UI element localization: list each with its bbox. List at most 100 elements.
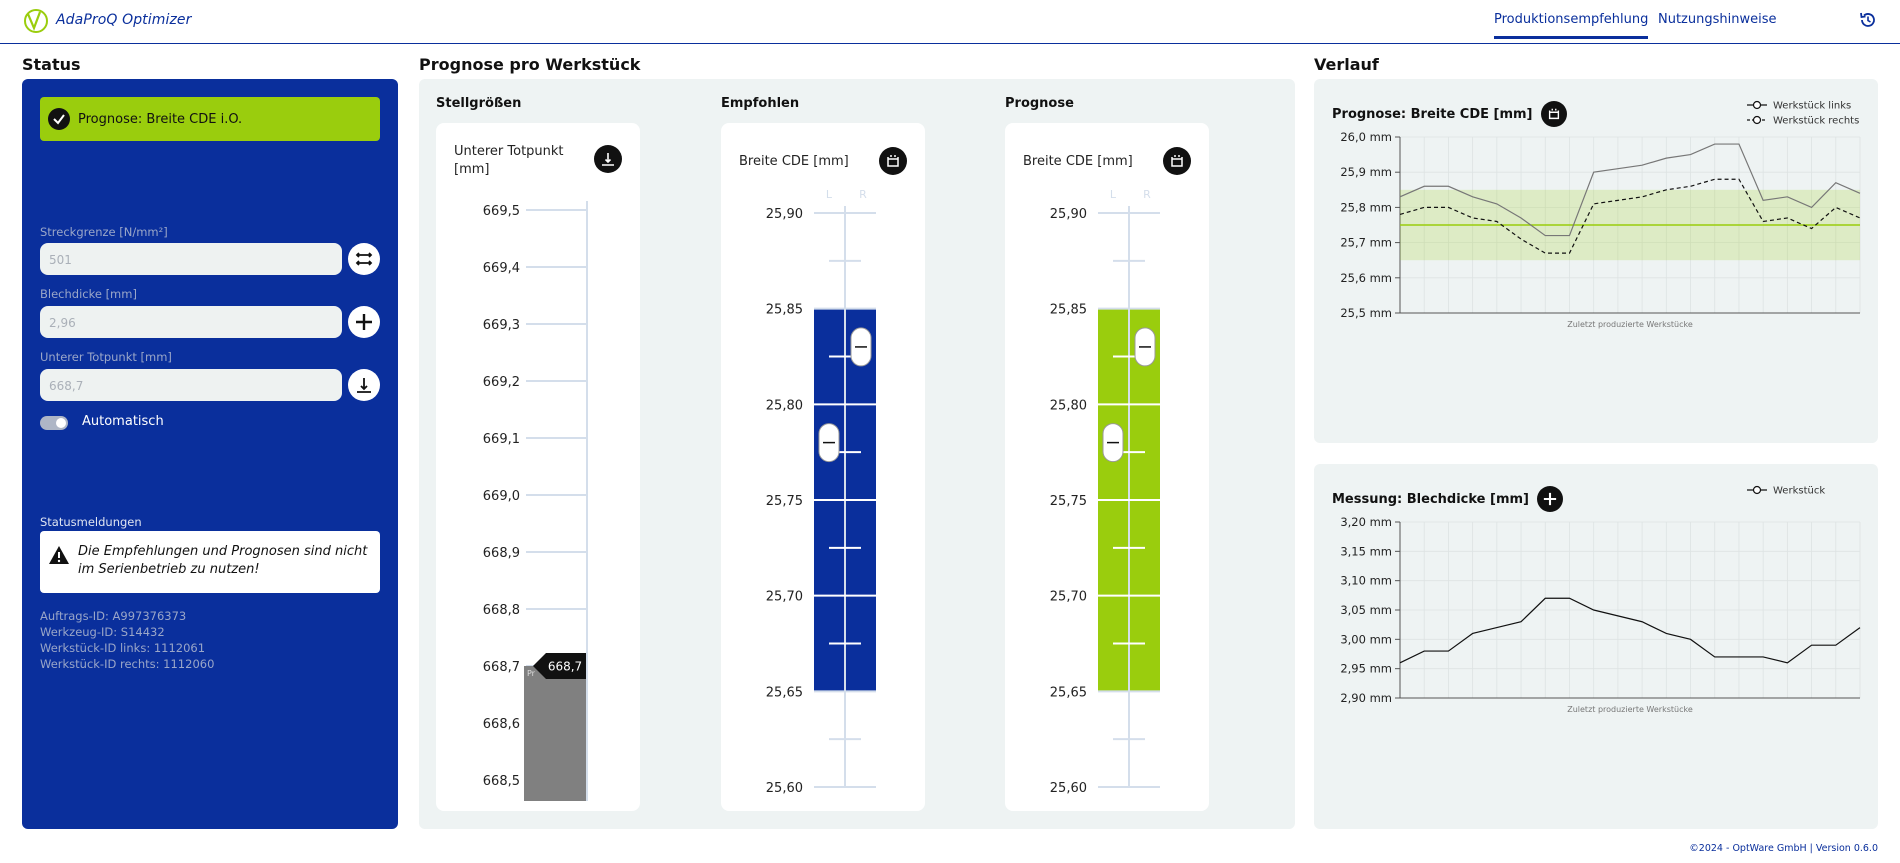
streckgrenze-field[interactable]: 501 (40, 243, 342, 275)
legend-label: Werkstück rechts (1773, 116, 1859, 127)
gauge-tick-label: 25,70 (766, 590, 803, 605)
totpunkt-value-label: 668,7 (548, 660, 582, 674)
verlauf-title: Verlauf (1314, 55, 1379, 74)
prognose-col-title: Prognose (1005, 96, 1074, 111)
totpunkt-button[interactable] (348, 369, 380, 401)
gauge-tick-label: 668,9 (483, 546, 520, 561)
automatisch-label: Automatisch (82, 414, 164, 429)
y-tick-label: 3,10 mm (1340, 574, 1392, 588)
prognose-gauge: L R 25,90 25,85 25,80 25,75 25,70 25,65 25,60 (1050, 188, 1160, 796)
totpunkt-gauge: 669,5 669,4 669,3 669,2 669,1 669,0 668,9 668,8… (483, 201, 588, 801)
breite-cde-icon[interactable] (1540, 101, 1567, 127)
status-ok-text: Prognose: Breite CDE i.O. (78, 111, 243, 127)
y-tick-label: 25,5 mm (1340, 306, 1392, 320)
y-tick-label: 25,8 mm (1340, 200, 1392, 214)
y-tick-label: 2,95 mm (1340, 662, 1392, 676)
bottom-dead-center-icon[interactable] (594, 145, 622, 173)
status-title: Status (22, 55, 81, 74)
werkzeug-id: Werkzeug-ID: S14432 (40, 625, 165, 639)
series-line (1399, 143, 1861, 237)
statusmeldungen-label: Statusmeldungen (40, 515, 142, 529)
gauge-tick-label: 25,70 (1050, 590, 1087, 605)
app-logo[interactable]: AdaProQ Optimizer (22, 6, 192, 34)
check-icon (48, 108, 70, 130)
y-tick-label: 3,00 mm (1340, 632, 1392, 646)
gauge-tick-label: 668,8 (483, 603, 520, 618)
chart1-title-text: Prognose: Breite CDE [mm] (1332, 106, 1533, 122)
y-tick-label: 26,0 mm (1340, 130, 1392, 144)
history-icon[interactable] (1858, 10, 1878, 30)
gauge-tick-label: 668,5 (483, 774, 520, 789)
y-tick-label: 25,7 mm (1340, 236, 1392, 250)
arrows-horizontal-icon (355, 252, 373, 266)
gauge-tick-label: 668,7 (483, 660, 520, 675)
legend-label: Werkstück links (1773, 101, 1851, 112)
gauge-tick-label: 669,3 (483, 318, 520, 333)
totpunkt-value-bar (524, 666, 586, 801)
y-tick-label: 2,90 mm (1340, 691, 1392, 705)
totpunkt-field[interactable]: 668,7 (40, 369, 342, 401)
gauge-tick-label: 25,65 (1050, 685, 1087, 700)
gauge-tick-label: 25,90 (1050, 207, 1087, 222)
tab-nutzungshinweise[interactable]: Nutzungshinweise (1658, 12, 1777, 27)
y-tick-label: 3,05 mm (1340, 603, 1392, 617)
legend-label: Werkstück (1773, 486, 1825, 497)
blechdicke-field[interactable]: 2,96 (40, 306, 342, 338)
gauge-tick-label: 25,75 (1050, 494, 1087, 509)
y-tick-label: 3,15 mm (1340, 544, 1392, 558)
prognose-card-title: Breite CDE [mm] (1023, 154, 1133, 169)
werkstueck-id-rechts: Werkstück-ID rechts: 1112060 (40, 657, 215, 671)
tab-produktionsempfehlung[interactable]: Produktionsempfehlung (1494, 12, 1649, 39)
blechdicke-label: Blechdicke [mm] (40, 287, 137, 301)
verlauf-chart2-panel: Messung: Blechdicke [mm] 3,20 mm 3,15 mm 3… (1314, 464, 1878, 829)
blechdicke-chart: 3,20 mm 3,15 mm 3,10 mm 3,05 mm 3,00 mm 2,95 … (1340, 486, 1861, 714)
chart2-title-text: Messung: Blechdicke [mm] (1332, 491, 1529, 507)
prognose-card: Breite CDE [mm] L R 25,90 25,85 25,80 25,75 25… (1005, 123, 1209, 811)
gauge-tick-label: 25,65 (766, 685, 803, 700)
right-label: R (1143, 188, 1151, 201)
toggle-knob (56, 418, 66, 428)
series-line (1399, 178, 1861, 254)
footer-version: ©2024 - OptWare GmbH | Version 0.6.0 (1689, 843, 1878, 854)
thickness-icon[interactable] (1537, 486, 1563, 512)
totpunkt-label: Unterer Totpunkt [mm] (40, 350, 172, 364)
top-bar: AdaProQ Optimizer Produktionsempfehlung … (0, 0, 1900, 44)
left-label: L (1110, 188, 1117, 201)
gauge-tick-label: 669,5 (483, 204, 520, 219)
chart1-title: Prognose: Breite CDE [mm] (1332, 101, 1567, 127)
gauge-tick-label: 25,80 (766, 398, 803, 413)
left-label: L (826, 188, 833, 201)
bottom-dead-center-icon (357, 378, 371, 393)
gauge-tick-label: 25,85 (766, 303, 803, 318)
breite-cde-icon[interactable] (1163, 147, 1191, 175)
y-tick-label: 25,6 mm (1340, 271, 1392, 285)
totpunkt-card-title: Unterer Totpunkt [mm] (454, 144, 564, 177)
gauge-tick-label: 25,60 (1050, 781, 1087, 796)
y-tick-label: 3,20 mm (1340, 515, 1392, 529)
gauge-tick-label: 669,1 (483, 432, 520, 447)
streckgrenze-button[interactable] (348, 243, 380, 275)
gauge-tick-label: 25,85 (1050, 303, 1087, 318)
app-name: AdaProQ Optimizer (56, 12, 192, 28)
status-message-box: Die Empfehlungen und Prognosen sind nich… (40, 531, 380, 593)
logo-icon (24, 9, 48, 33)
totpunkt-card: Unterer Totpunkt [mm] 669,5 669,4 669,3 669… (436, 123, 640, 811)
totpunkt-marker-text: Pr (527, 669, 536, 678)
empfohlen-card: Breite CDE [mm] L R 25,90 25,85 25,80 25,75 25… (721, 123, 925, 811)
y-tick-label: 25,9 mm (1340, 165, 1392, 179)
series-line (1399, 597, 1861, 664)
x-axis-label: Zuletzt produzierte Werkstücke (1567, 705, 1693, 714)
legend-marker (1752, 100, 1762, 110)
streckgrenze-label: Streckgrenze [N/mm²] (40, 225, 168, 239)
totpunkt-value-flag (533, 653, 586, 679)
breite-cde-icon[interactable] (879, 147, 907, 175)
gauge-tick-label: 668,6 (483, 717, 520, 732)
auftrags-id: Auftrags-ID: A997376373 (40, 609, 187, 623)
right-label: R (859, 188, 867, 201)
verlauf-chart1-panel: Prognose: Breite CDE [mm] 26,0 mm 25,9 mm… (1314, 79, 1878, 443)
gauge-tick-label: 669,2 (483, 375, 520, 390)
blechdicke-button[interactable] (348, 306, 380, 338)
automatisch-toggle[interactable] (40, 416, 68, 430)
gauge-tick-label: 669,4 (483, 261, 520, 276)
werkstueck-id-links: Werkstück-ID links: 1112061 (40, 641, 206, 655)
